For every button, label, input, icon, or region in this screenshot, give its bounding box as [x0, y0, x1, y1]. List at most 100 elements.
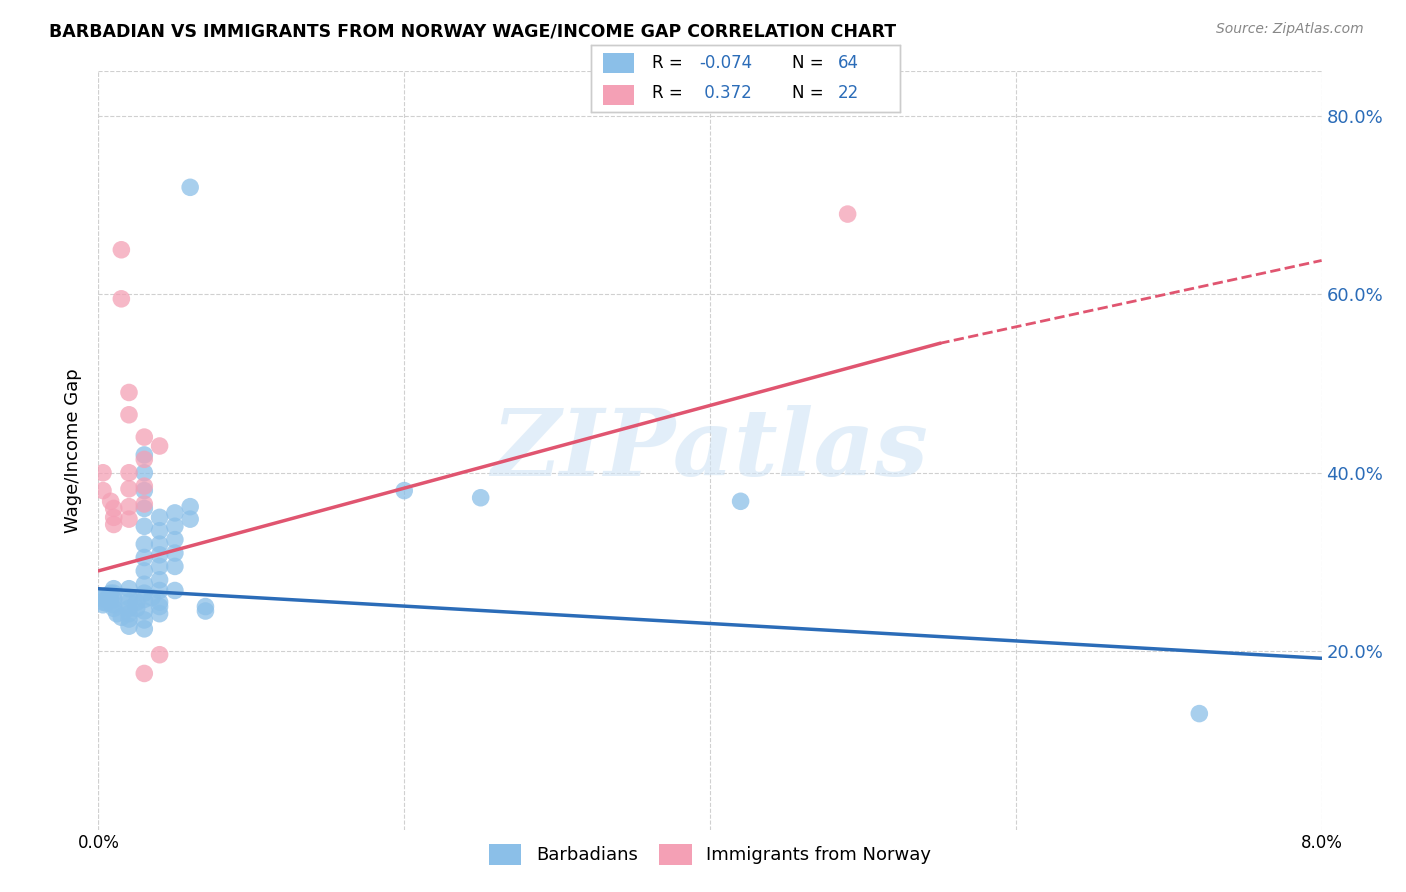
Point: [837, 207, 859, 221]
Point: [125, 601, 148, 615]
Point: [149, 524, 172, 538]
Point: [94, 596, 117, 610]
Point: [91, 598, 114, 612]
FancyBboxPatch shape: [603, 54, 634, 73]
Point: [91, 595, 114, 609]
Point: [149, 599, 172, 614]
Text: R =: R =: [652, 54, 689, 72]
Point: [134, 613, 156, 627]
Point: [118, 512, 141, 526]
Point: [134, 466, 156, 480]
Point: [134, 497, 156, 511]
Point: [179, 500, 201, 514]
Point: [149, 548, 172, 562]
Point: [134, 622, 156, 636]
Y-axis label: Wage/Income Gap: Wage/Income Gap: [65, 368, 83, 533]
Point: [134, 479, 156, 493]
Point: [103, 601, 125, 615]
Point: [134, 666, 156, 681]
Point: [118, 408, 141, 422]
Point: [103, 501, 125, 516]
Point: [163, 546, 186, 560]
Text: N =: N =: [792, 84, 828, 102]
Point: [118, 591, 141, 605]
Point: [125, 595, 148, 609]
Legend: Barbadians, Immigrants from Norway: Barbadians, Immigrants from Norway: [479, 835, 941, 873]
Point: [94, 589, 117, 603]
Text: 64: 64: [838, 54, 859, 72]
Point: [134, 592, 156, 607]
Text: 22: 22: [838, 84, 859, 102]
Point: [100, 592, 122, 607]
Point: [134, 577, 156, 591]
Text: BARBADIAN VS IMMIGRANTS FROM NORWAY WAGE/INCOME GAP CORRELATION CHART: BARBADIAN VS IMMIGRANTS FROM NORWAY WAGE…: [49, 22, 897, 40]
Point: [103, 592, 125, 607]
Point: [105, 607, 128, 621]
Point: [134, 448, 156, 462]
Point: [103, 586, 125, 600]
Text: N =: N =: [792, 54, 828, 72]
Point: [118, 385, 141, 400]
Point: [110, 610, 132, 624]
Point: [103, 582, 125, 596]
Text: ZIPatlas: ZIPatlas: [492, 406, 928, 495]
Point: [134, 483, 156, 498]
Point: [179, 180, 201, 194]
Point: [149, 439, 172, 453]
Point: [103, 517, 125, 532]
Point: [91, 466, 114, 480]
Point: [1188, 706, 1211, 721]
Point: [110, 243, 132, 257]
Point: [118, 582, 141, 596]
Point: [118, 607, 141, 621]
Point: [163, 559, 186, 574]
Point: [149, 648, 172, 662]
Point: [194, 604, 217, 618]
Point: [103, 510, 125, 524]
Point: [470, 491, 492, 505]
Point: [179, 512, 201, 526]
Point: [91, 483, 114, 498]
Point: [118, 482, 141, 496]
Point: [91, 591, 114, 605]
Point: [134, 501, 156, 516]
Point: [149, 537, 172, 551]
Point: [100, 586, 122, 600]
Point: [118, 500, 141, 514]
Text: R =: R =: [652, 84, 689, 102]
Text: Source: ZipAtlas.com: Source: ZipAtlas.com: [1216, 22, 1364, 37]
Point: [163, 583, 186, 598]
Point: [149, 595, 172, 609]
Point: [149, 573, 172, 587]
Point: [134, 537, 156, 551]
Point: [134, 604, 156, 618]
FancyBboxPatch shape: [603, 85, 634, 104]
Point: [149, 607, 172, 621]
Point: [141, 591, 163, 605]
Point: [163, 533, 186, 547]
Point: [149, 510, 172, 524]
Point: [118, 601, 141, 615]
Text: -0.074: -0.074: [699, 54, 752, 72]
Point: [163, 519, 186, 533]
Point: [118, 595, 141, 609]
Point: [392, 483, 416, 498]
Point: [103, 598, 125, 612]
Point: [94, 592, 117, 607]
Point: [730, 494, 752, 508]
Text: 0.372: 0.372: [699, 84, 752, 102]
Point: [134, 564, 156, 578]
Point: [118, 619, 141, 633]
Point: [118, 466, 141, 480]
Point: [118, 612, 141, 626]
Point: [100, 494, 122, 508]
Point: [134, 452, 156, 467]
Point: [194, 599, 217, 614]
Point: [163, 506, 186, 520]
Point: [134, 550, 156, 565]
Point: [110, 292, 132, 306]
Point: [134, 430, 156, 444]
Point: [134, 586, 156, 600]
Point: [134, 519, 156, 533]
Point: [149, 583, 172, 598]
